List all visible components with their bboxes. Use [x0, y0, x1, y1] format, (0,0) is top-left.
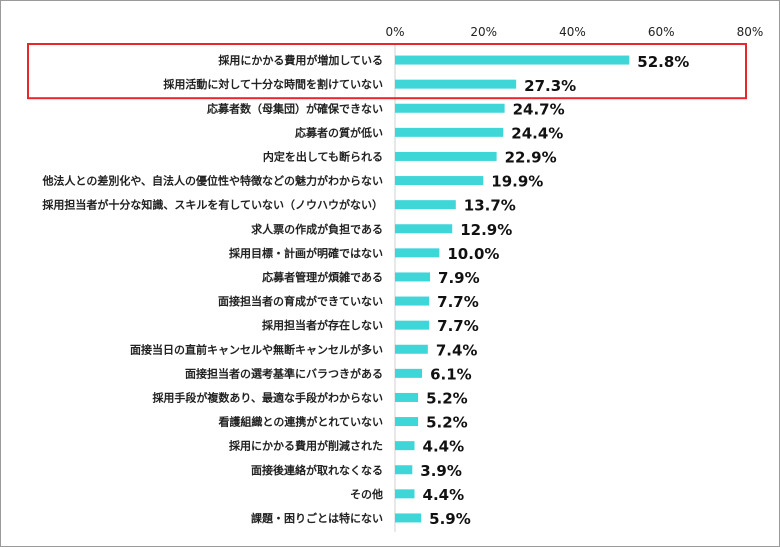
category-label: 看護組織との連携がとれていない	[218, 415, 383, 429]
category-label: 採用目標・計画が明確ではない	[229, 246, 383, 260]
value-label: 10.0%	[447, 245, 499, 263]
category-label: 採用手段が複数あり、最適な手段がわからない	[152, 390, 383, 404]
value-label: 5.2%	[426, 389, 468, 407]
x-tick-label: 0%	[385, 25, 404, 39]
bar	[395, 465, 413, 475]
value-label: 7.4%	[436, 341, 478, 359]
category-label: 面接担当者の選考基準にバラつきがある	[185, 366, 383, 380]
bar	[395, 224, 453, 234]
bar	[395, 320, 430, 330]
category-label: その他	[350, 487, 383, 501]
highlight-box-group	[27, 43, 747, 100]
value-label: 52.8%	[637, 53, 689, 71]
category-label: 採用担当者が存在しない	[262, 318, 383, 332]
bar	[395, 55, 630, 65]
x-tick-label: 40%	[559, 25, 586, 39]
category-label: 面接当日の直前キャンセルや無断キャンセルが多い	[130, 342, 383, 356]
x-axis-ticks: 0% 20% 40% 60% 80%	[385, 25, 763, 39]
category-label: 採用にかかる費用が増加している	[218, 53, 383, 67]
bar	[395, 79, 517, 89]
category-label: 求人票の作成が負担である	[251, 222, 383, 236]
category-label: 採用にかかる費用が削減された	[229, 439, 383, 453]
bar	[395, 176, 484, 186]
bar	[395, 417, 419, 427]
bar	[395, 441, 415, 451]
category-label: 採用担当者が十分な知識、スキルを有していない（ノウハウがない）	[42, 198, 383, 212]
category-label: 応募者の質が低い	[295, 125, 383, 139]
value-label: 7.7%	[437, 317, 479, 335]
value-label: 22.9%	[505, 148, 557, 166]
bar	[395, 296, 430, 306]
value-label: 6.1%	[430, 365, 472, 383]
value-label: 4.4%	[423, 486, 465, 504]
value-label: 4.4%	[423, 438, 465, 456]
bar	[395, 127, 504, 137]
bar	[395, 344, 428, 354]
bar	[395, 489, 415, 499]
bars-group	[395, 55, 630, 523]
bar	[395, 272, 431, 282]
x-tick-label: 80%	[737, 25, 764, 39]
value-label: 13.7%	[464, 197, 516, 215]
bar	[395, 103, 505, 113]
value-label: 7.9%	[438, 269, 480, 287]
category-label: 内定を出しても断られる	[263, 149, 383, 163]
bar	[395, 513, 422, 523]
category-label: 応募者数（母集団）が確保できない	[207, 101, 383, 115]
value-label: 24.4%	[511, 124, 563, 142]
value-label: 5.2%	[426, 414, 468, 432]
bar	[395, 392, 419, 402]
value-label: 3.9%	[420, 462, 462, 480]
value-label: 27.3%	[524, 77, 576, 95]
value-label: 24.7%	[513, 100, 565, 118]
value-label: 7.7%	[437, 293, 479, 311]
highlight-box	[27, 43, 747, 100]
value-label: 5.9%	[429, 510, 471, 528]
category-label: 他法人との差別化や、自法人の優位性や特徴などの魅力がわからない	[41, 174, 383, 188]
bar	[395, 248, 440, 258]
bar	[395, 200, 456, 210]
category-label: 応募者管理が煩雑である	[262, 270, 383, 284]
category-label: 面接担当者の育成ができていない	[218, 294, 383, 308]
value-labels-group: 52.8% 27.3% 24.7% 24.4% 22.9% 19.9% 13.7% 12.9%…	[420, 53, 689, 528]
category-label: 採用活動に対して十分な時間を割けていない	[163, 77, 383, 91]
x-tick-label: 20%	[470, 25, 497, 39]
category-labels-group: 採用にかかる費用が増加している採用活動に対して十分な時間を割けていない応募者数（…	[41, 53, 383, 525]
bar	[395, 151, 497, 161]
x-tick-label: 60%	[648, 25, 675, 39]
category-label: 課題・困りごとは特にない	[251, 511, 383, 525]
bar	[395, 368, 423, 378]
category-label: 面接後連絡が取れなくなる	[251, 463, 383, 477]
value-label: 19.9%	[491, 173, 543, 191]
value-label: 12.9%	[460, 221, 512, 239]
